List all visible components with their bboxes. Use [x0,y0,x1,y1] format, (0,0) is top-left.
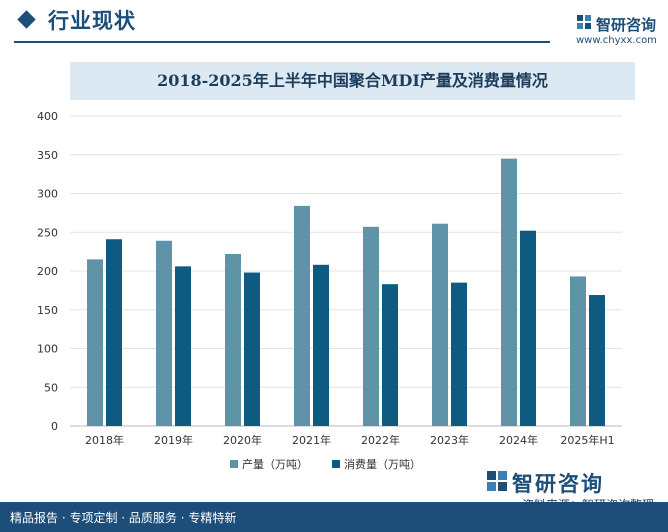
chart-title: 2018-2025年上半年中国聚合MDI产量及消费量情况 [157,71,548,90]
brand-logo-text: 智研咨询 [596,16,657,34]
footer-tags: 精品报告 · 专项定制 · 品质服务 · 专精特新 [10,511,237,525]
y-tick-label: 50 [44,381,58,394]
y-tick-label: 250 [37,226,58,239]
y-tick-label: 150 [37,304,58,317]
y-tick-label: 200 [37,265,58,278]
bar-production [87,259,103,426]
legend-label-production: 产量（万吨） [242,457,308,471]
bar-production [501,158,517,426]
bar-production [570,276,586,426]
x-tick-label: 2025年H1 [560,433,614,447]
bar-consumption [313,264,329,426]
bar-production [156,240,172,426]
bar-consumption [244,272,260,426]
y-tick-label: 0 [51,420,58,433]
footer-brand-text: 智研咨询 [512,472,604,496]
brand-url: www.chyxx.com [576,35,657,46]
bar-consumption [589,295,605,426]
bar-consumption [451,282,467,426]
legend-swatch-consumption [332,460,340,468]
section-title: 行业现状 [48,9,136,33]
bar-production [432,223,448,426]
chart-title-band: 2018-2025年上半年中国聚合MDI产量及消费量情况 [70,62,635,100]
bar-production [225,253,241,426]
bar-production [294,205,310,426]
x-tick-label: 2020年 [223,433,262,447]
x-tick-label: 2024年 [499,433,538,447]
bar-production [363,226,379,426]
bar-consumption [520,230,536,426]
y-tick-label: 100 [37,343,58,356]
x-tick-label: 2021年 [292,433,331,447]
legend-swatch-production [230,460,238,468]
x-tick-label: 2022年 [361,433,400,447]
y-tick-label: 300 [37,188,58,201]
brand-logo-icon [577,15,591,29]
page-header: 行业现状 智研咨询 www.chyxx.com [0,0,668,46]
bar-consumption [382,284,398,426]
y-tick-label: 350 [37,149,58,162]
footer-brand-icon [487,471,507,491]
bar-consumption [175,266,191,426]
x-tick-label: 2023年 [430,433,469,447]
y-tick-label: 400 [37,110,58,123]
footer-band [0,502,668,532]
x-tick-label: 2019年 [154,433,193,447]
legend-label-consumption: 消费量（万吨） [344,457,421,471]
header-divider [14,41,550,43]
x-tick-label: 2018年 [85,433,124,447]
bar-consumption [106,239,122,426]
